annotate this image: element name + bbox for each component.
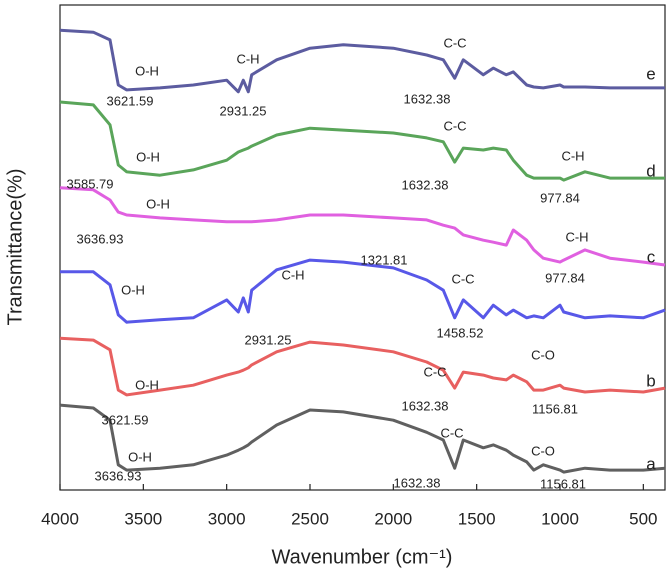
annotation: C-H <box>561 148 584 163</box>
spectrum-line <box>59 28 665 94</box>
plot-frame <box>59 4 666 491</box>
annotation: 2931.25 <box>220 103 267 118</box>
annotation: 977.84 <box>540 190 580 205</box>
annotation: 1632.38 <box>394 475 441 490</box>
x-tick-label: 1500 <box>458 509 496 528</box>
annotation: 2931.25 <box>245 332 292 347</box>
annotation: 1458.52 <box>437 325 484 340</box>
annotation: C-C <box>451 271 474 286</box>
annotation: C-C <box>443 35 466 50</box>
annotation: 1632.38 <box>402 177 449 192</box>
annotation: O-H <box>128 449 152 464</box>
spectrum-line <box>59 403 666 474</box>
annotation: 3621.59 <box>107 93 154 108</box>
x-tick-label: 2000 <box>374 509 412 528</box>
annotation: C-H <box>565 229 588 244</box>
annotation: 3621.59 <box>102 412 149 427</box>
x-tick-label: 3500 <box>124 509 162 528</box>
spectrum-line <box>59 186 666 267</box>
series-label: b <box>646 371 655 390</box>
annotation: 1632.38 <box>404 91 451 106</box>
annotation: C-O <box>531 443 555 458</box>
annotation: O-H <box>121 282 145 297</box>
spectrum-line <box>59 100 665 182</box>
annotation: 977.84 <box>545 270 585 285</box>
series-label: a <box>646 454 656 473</box>
annotation: C-H <box>281 267 304 282</box>
annotation: O-H <box>135 63 159 78</box>
annotation: C-O <box>531 347 555 362</box>
x-tick-label: 2500 <box>291 509 329 528</box>
annotation: O-H <box>136 149 160 164</box>
annotation: 1156.81 <box>532 401 578 416</box>
x-axis-title: Wavenumber (cm⁻¹) <box>272 546 453 568</box>
annotation: C-H <box>236 51 259 66</box>
x-tick-label: 1000 <box>541 509 579 528</box>
annotation: C-C <box>440 425 463 440</box>
spectrum-line <box>60 258 666 324</box>
series-label: d <box>646 161 655 180</box>
annotation: O-H <box>146 196 170 211</box>
annotation: O-H <box>135 377 159 392</box>
x-tick-label: 500 <box>629 509 657 528</box>
annotation: 1321.81 <box>361 252 408 267</box>
annotation: 1632.38 <box>402 398 449 413</box>
series-label: e <box>646 64 655 83</box>
y-axis-title: Transmittance(%) <box>4 168 26 325</box>
x-tick-label: 3000 <box>208 509 246 528</box>
annotation: 3636.93 <box>77 231 124 246</box>
spectrum-line <box>59 336 666 397</box>
annotation: 1156.81 <box>540 476 586 491</box>
annotation: C-C <box>423 364 446 379</box>
annotation: 3636.93 <box>95 468 142 483</box>
x-tick-label: 4000 <box>41 509 79 528</box>
annotation: C-C <box>443 118 466 133</box>
annotation: 3585.79 <box>67 176 114 191</box>
series-label: c <box>647 247 656 266</box>
